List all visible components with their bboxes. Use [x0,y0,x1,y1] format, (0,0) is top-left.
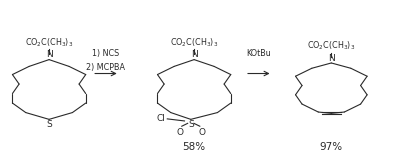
Text: S: S [46,120,52,129]
Text: CO$_2$C(CH$_3$)$_3$: CO$_2$C(CH$_3$)$_3$ [307,40,356,52]
Text: O: O [176,128,183,137]
Text: N: N [328,54,335,63]
Text: KOtBu: KOtBu [246,49,271,58]
Text: 58%: 58% [182,142,206,152]
Text: 2) MCPBA: 2) MCPBA [86,63,126,72]
Text: 1) NCS: 1) NCS [92,49,120,58]
Text: O: O [198,128,205,137]
Text: 97%: 97% [320,142,343,152]
Text: S: S [188,120,194,129]
Text: Cl: Cl [156,114,165,123]
Text: CO$_2$C(CH$_3$)$_3$: CO$_2$C(CH$_3$)$_3$ [170,36,218,49]
Text: N: N [46,50,52,59]
Text: CO$_2$C(CH$_3$)$_3$: CO$_2$C(CH$_3$)$_3$ [25,36,73,49]
Text: N: N [191,50,198,59]
